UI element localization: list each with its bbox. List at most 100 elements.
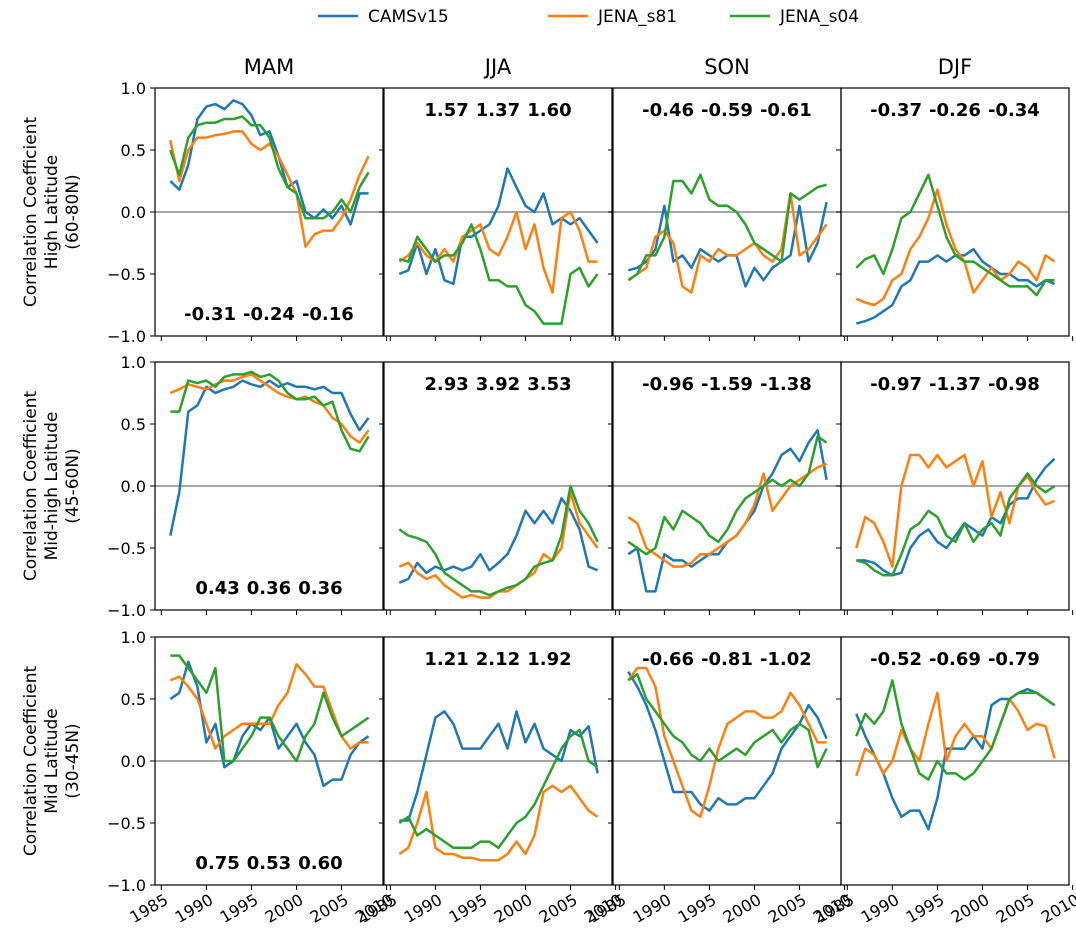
panel-frame	[840, 361, 1070, 611]
y-tick-label: 1.0	[121, 79, 146, 98]
legend-label: JENA_s04	[779, 7, 859, 27]
row-label: (45-60N)	[63, 448, 83, 523]
series-line	[170, 654, 370, 763]
x-tick-label: 2010	[1038, 890, 1076, 927]
y-tick-label: 1.0	[121, 628, 146, 647]
y-tick-label: −1.0	[107, 876, 146, 895]
x-tick-label: 1990	[630, 890, 675, 927]
annotation: -0.31	[184, 304, 236, 325]
y-tick-label: 0.0	[121, 203, 146, 222]
panel: 1985 1990 1995 2000 2005 2010-0.52 -0.69 -0.79	[813, 636, 1076, 927]
panel: 1985 1990 1995 2000 2005 2010-0.66 -0.81 -1.02	[585, 636, 855, 927]
x-tick-label: 2000	[720, 890, 765, 927]
annotation: 1.92	[527, 649, 571, 670]
annotation: -0.97	[870, 374, 922, 395]
row-label: Correlation Coefficient	[21, 117, 41, 308]
x-tick-label: 1995	[446, 890, 491, 927]
annotation: -1.02	[760, 649, 812, 670]
y-tick-label: −1.0	[107, 327, 146, 346]
panel: -0.37 -0.26 -0.34	[836, 87, 1074, 341]
panel: -0.97 -1.37 -0.98	[836, 361, 1074, 615]
y-tick-label: −1.0	[107, 601, 146, 620]
x-tick-label: 2000	[948, 890, 993, 927]
series-line	[627, 435, 828, 556]
series-line	[855, 188, 1056, 307]
row-label: Correlation Coefficient	[21, 391, 41, 582]
annotation: 0.75	[195, 853, 239, 874]
annotation: -1.37	[929, 374, 981, 395]
series-line	[169, 99, 369, 226]
y-tick-label: −0.5	[107, 265, 146, 284]
series-line	[627, 462, 828, 568]
x-tick-label: 1995	[903, 890, 948, 927]
x-tick-label: 2000	[491, 890, 536, 927]
annotation: -0.59	[701, 100, 753, 121]
panel-frame	[840, 87, 1070, 337]
legend-label: CAMSv15	[368, 7, 449, 27]
series-line	[169, 130, 370, 248]
annotation: 1.21	[424, 649, 468, 670]
x-tick-label: 1990	[858, 890, 903, 927]
series-line	[398, 484, 599, 597]
annotation: -0.52	[870, 649, 922, 670]
column-title: MAM	[244, 55, 295, 79]
series-line	[855, 679, 1056, 781]
annotation: 3.53	[527, 374, 571, 395]
annotation: -0.96	[642, 374, 694, 395]
annotation: 0.43	[195, 578, 239, 599]
panel-frame	[840, 636, 1070, 886]
annotation: 0.36	[298, 578, 342, 599]
series-line	[398, 497, 599, 584]
series-line	[170, 370, 370, 453]
series-line	[398, 728, 599, 850]
series-line	[855, 691, 1056, 777]
annotation: -0.81	[701, 649, 753, 670]
series-line	[169, 373, 370, 444]
series-line	[627, 428, 828, 593]
panel: −1.0 −0.5 0.0 0.5 1.0 -0.31 -0.24 -0.16	[107, 79, 388, 346]
annotation: -0.69	[929, 649, 981, 670]
x-tick-label: 2000	[262, 890, 307, 927]
series-line	[627, 671, 828, 812]
annotation: -0.26	[929, 100, 981, 121]
x-tick-label: 1985	[127, 890, 172, 927]
y-tick-label: −0.5	[107, 814, 146, 833]
x-tick-label: 1990	[172, 890, 217, 927]
y-tick-label: −0.5	[107, 539, 146, 558]
x-tick-label: 2005	[307, 890, 352, 927]
series-line	[627, 672, 828, 769]
column-title: JJA	[483, 55, 512, 79]
annotation: 1.60	[527, 100, 571, 121]
panel: 2.93 3.92 3.53	[379, 361, 617, 615]
annotation: -0.98	[988, 374, 1040, 395]
series-line	[855, 173, 1055, 297]
annotation: -0.46	[642, 100, 694, 121]
annotation: -0.37	[870, 100, 922, 121]
column-title: DJF	[938, 55, 972, 79]
annotation: -1.38	[760, 374, 812, 395]
y-tick-label: 1.0	[121, 353, 146, 372]
series-line	[169, 379, 370, 536]
x-tick-label: 1990	[401, 890, 446, 927]
annotation: -0.66	[642, 649, 694, 670]
annotation: 0.36	[247, 578, 291, 599]
column-title: SON	[704, 55, 750, 79]
row-label: Mid-high Latitude	[42, 412, 62, 561]
annotation: -0.24	[243, 304, 295, 325]
annotation: 0.53	[247, 853, 291, 874]
annotation: -0.61	[760, 100, 812, 121]
panel: -0.46 -0.59 -0.61	[608, 87, 846, 341]
annotation: 1.37	[476, 100, 520, 121]
series-line	[855, 472, 1056, 577]
y-tick-label: 0.0	[121, 477, 146, 496]
annotation: -0.34	[988, 100, 1040, 121]
series-line	[855, 687, 1056, 831]
legend-label: JENA_s81	[597, 7, 677, 27]
row-label: Correlation Coefficient	[21, 666, 41, 857]
series-line	[627, 192, 828, 294]
series-line	[855, 453, 1056, 568]
